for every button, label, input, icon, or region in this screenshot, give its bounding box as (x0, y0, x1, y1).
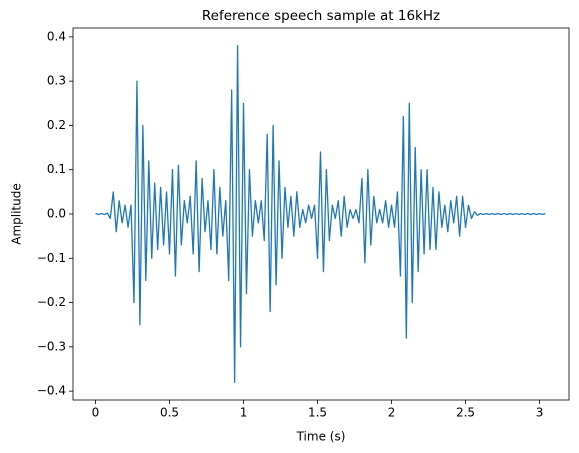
y-tick-label: 0.0 (47, 207, 66, 221)
y-tick-label: 0.3 (47, 74, 66, 88)
x-axis-label: Time (s) (296, 430, 346, 444)
x-tick-label: 2.5 (456, 406, 475, 420)
x-tick-label: 0 (92, 406, 100, 420)
y-tick-label: −0.4 (37, 384, 66, 398)
y-tick-label: 0.2 (47, 118, 66, 132)
x-tick-label: 3 (536, 406, 544, 420)
y-tick-label: −0.3 (37, 339, 66, 353)
y-tick-label: −0.1 (37, 251, 66, 265)
chart-title: Reference speech sample at 16kHz (202, 8, 440, 24)
x-tick-label: 2 (388, 406, 396, 420)
x-tick-label: 0.5 (160, 406, 179, 420)
y-tick-label: 0.1 (47, 162, 66, 176)
y-tick-label: −0.2 (37, 295, 66, 309)
waveform (95, 45, 546, 383)
x-tick-label: 1.5 (308, 406, 327, 420)
y-axis-label: Amplitude (10, 183, 24, 245)
y-tick-label: 0.4 (47, 29, 66, 43)
x-tick-label: 1 (240, 406, 248, 420)
